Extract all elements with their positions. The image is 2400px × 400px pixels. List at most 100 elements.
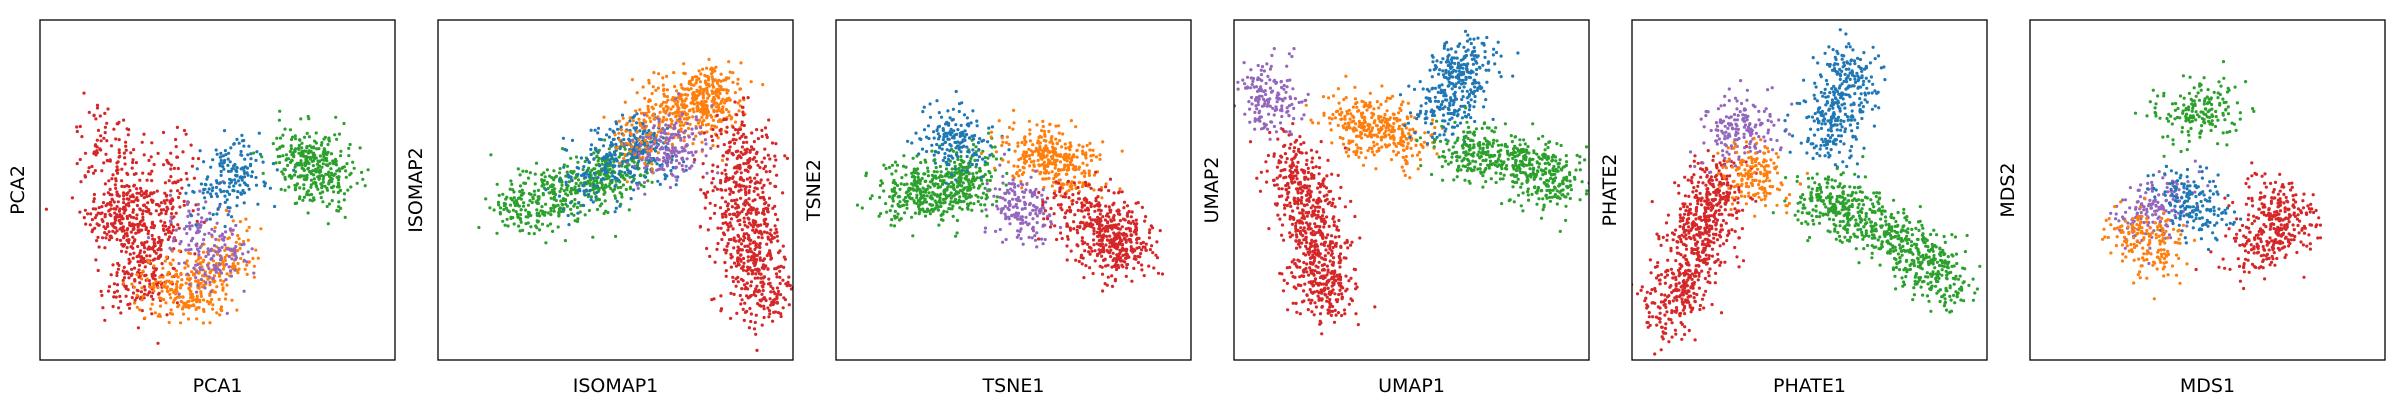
point [557, 214, 561, 218]
point [758, 251, 762, 255]
point [709, 146, 713, 150]
point [306, 151, 310, 155]
point [971, 142, 976, 147]
point [1041, 124, 1045, 129]
point [621, 133, 626, 137]
point [912, 179, 916, 183]
point [307, 135, 312, 139]
point [129, 151, 133, 155]
point [305, 145, 309, 149]
point [169, 163, 173, 167]
point [194, 279, 198, 283]
point [983, 155, 987, 160]
point [202, 206, 206, 210]
point [932, 130, 936, 134]
point [1037, 153, 1041, 157]
point [967, 150, 971, 154]
point [662, 107, 666, 111]
point [739, 277, 744, 281]
point [152, 249, 157, 253]
point [736, 131, 740, 135]
point [510, 182, 514, 186]
point [613, 133, 617, 137]
point [717, 103, 721, 107]
point [879, 179, 883, 183]
point [724, 269, 728, 273]
point [628, 149, 632, 153]
point [135, 196, 139, 200]
point [971, 182, 975, 186]
point [1032, 159, 1036, 163]
point [559, 187, 563, 191]
point [978, 137, 982, 141]
point [1041, 151, 1045, 155]
point [1065, 168, 1069, 172]
point [935, 170, 939, 174]
point [589, 152, 593, 157]
point [647, 81, 651, 85]
point [187, 224, 192, 228]
point [681, 123, 686, 127]
point [652, 142, 656, 146]
point [122, 118, 126, 122]
point [226, 247, 230, 251]
point [905, 203, 909, 207]
point [960, 184, 964, 188]
point [227, 151, 231, 155]
series-4-points [983, 152, 1063, 249]
point [255, 150, 259, 154]
point [198, 149, 202, 153]
point [707, 77, 711, 81]
point [767, 309, 772, 313]
point [921, 190, 926, 194]
point [898, 187, 902, 191]
point [722, 143, 726, 147]
point [138, 308, 142, 312]
point [1061, 186, 1065, 190]
point [546, 224, 550, 228]
point [180, 278, 184, 282]
point [522, 201, 526, 205]
point [123, 272, 127, 276]
point [321, 180, 325, 184]
point [650, 180, 654, 184]
point [521, 204, 526, 208]
point [956, 128, 960, 132]
point [130, 267, 134, 271]
point [575, 205, 580, 210]
point [724, 107, 729, 112]
point [171, 239, 176, 243]
point [597, 164, 602, 168]
point [697, 118, 702, 122]
point [563, 198, 568, 202]
point [125, 171, 129, 175]
point [956, 184, 960, 188]
point [637, 138, 641, 142]
point [783, 154, 787, 158]
point [650, 162, 654, 166]
point [599, 177, 604, 182]
point [177, 249, 181, 253]
point [1054, 137, 1058, 141]
point [140, 140, 144, 144]
point [306, 167, 310, 171]
point [179, 299, 183, 304]
point [563, 239, 568, 243]
point [263, 184, 267, 188]
point [246, 173, 250, 177]
point [761, 83, 765, 87]
point [711, 127, 715, 132]
point [167, 161, 171, 165]
point [970, 162, 974, 167]
point [705, 116, 709, 120]
point [212, 280, 216, 284]
point [596, 150, 600, 155]
point [1022, 136, 1027, 140]
point [151, 258, 155, 262]
point [135, 217, 139, 221]
point [322, 155, 326, 159]
point [762, 230, 767, 234]
point [776, 289, 781, 294]
point [938, 196, 942, 200]
